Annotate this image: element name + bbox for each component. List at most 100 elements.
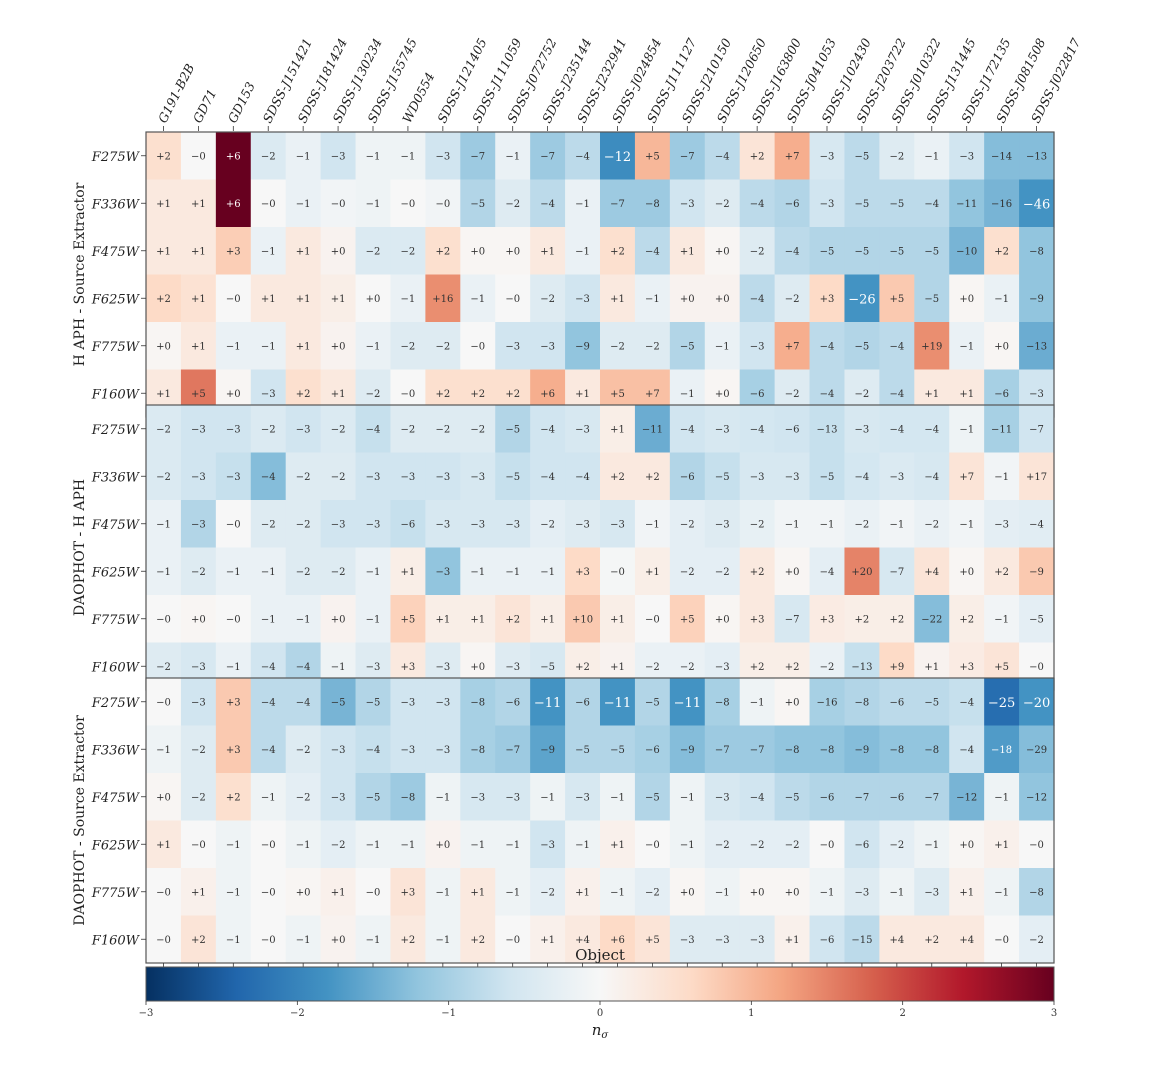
cell-value-1-5-17: +2 <box>750 662 765 673</box>
cell-value-2-4-10: −1 <box>505 887 520 898</box>
heatmap-cell-2-0-6 <box>355 678 392 727</box>
cell-value-2-4-21: −1 <box>889 887 904 898</box>
heatmap-panel-1: −2 −3 −3 −2 −3 −2 −4 −2 −2 −2 −5 −4 −3 +1 −11 −4 −3 −4 −6 −… <box>72 404 1055 695</box>
heatmap-cell-2-5-12 <box>565 915 601 964</box>
cell-value-1-3-8: −3 <box>435 567 450 578</box>
cell-value-1-3-17: +2 <box>750 567 765 578</box>
heatmap-cell-2-2-12 <box>565 773 601 822</box>
cell-value-0-2-3: −1 <box>261 246 276 257</box>
cell-value-1-4-23: +2 <box>959 614 974 625</box>
cell-value-1-0-19: −13 <box>816 424 837 435</box>
panel-label-1: DAOPHOT - H APH <box>72 479 88 616</box>
heatmap-cell-1-0-12 <box>565 405 601 454</box>
heatmap-cell-1-4-25 <box>1019 595 1055 644</box>
cell-value-2-0-17: −1 <box>750 697 765 708</box>
cell-value-0-2-10: +0 <box>505 246 520 257</box>
cell-value-2-4-0: −0 <box>156 887 171 898</box>
heatmap-cell-2-5-8 <box>425 915 461 964</box>
heatmap-cell-2-3-19 <box>809 820 846 869</box>
heatmap-cell-0-4-4 <box>285 322 322 371</box>
heatmap-cell-1-0-23 <box>949 405 985 454</box>
cell-value-2-2-17: −4 <box>750 792 765 803</box>
cell-value-2-2-5: −3 <box>331 792 346 803</box>
heatmap-cell-2-2-1 <box>180 773 217 822</box>
heatmap-cell-0-4-21 <box>879 322 915 371</box>
heatmap-cell-0-2-0 <box>146 227 182 276</box>
heatmap-cell-0-1-2 <box>215 179 252 228</box>
heatmap-cell-0-3-16 <box>704 274 741 323</box>
heatmap-cell-2-3-17 <box>739 820 776 869</box>
heatmap-cell-0-3-3 <box>250 274 287 323</box>
cell-value-2-1-0: −1 <box>156 745 171 756</box>
heatmap-cell-0-3-13 <box>600 274 636 323</box>
cell-value-1-4-15: +5 <box>680 614 695 625</box>
cell-value-2-2-10: −3 <box>505 792 520 803</box>
cell-value-0-3-11: −2 <box>540 294 555 305</box>
cell-value-1-0-21: −4 <box>889 424 904 435</box>
cell-value-0-5-9: +2 <box>470 389 485 400</box>
cell-value-0-2-8: +2 <box>435 246 450 257</box>
cell-value-0-5-14: +7 <box>645 389 660 400</box>
cell-value-2-0-24: −25 <box>988 696 1015 711</box>
cell-value-2-3-19: −0 <box>820 840 835 851</box>
cell-value-0-2-13: +2 <box>610 246 625 257</box>
heatmap-cell-0-1-8 <box>425 179 461 228</box>
cell-value-2-4-25: −8 <box>1029 887 1044 898</box>
panel-label-0: H APH - Source Extractor <box>72 182 88 366</box>
cell-value-1-2-19: −1 <box>820 519 835 530</box>
cell-value-1-3-12: +3 <box>575 567 590 578</box>
heatmap-cell-0-4-13 <box>600 322 636 371</box>
cell-value-0-3-3: +1 <box>261 294 276 305</box>
heatmap-cell-0-2-5 <box>320 227 357 276</box>
heatmap-cell-2-2-2 <box>215 773 252 822</box>
cell-value-1-4-24: −1 <box>994 614 1009 625</box>
cell-value-2-1-2: +3 <box>226 745 241 756</box>
heatmap-cell-0-3-7 <box>390 274 426 323</box>
cell-value-1-3-9: −1 <box>470 567 485 578</box>
heatmap-cell-0-2-9 <box>460 227 496 276</box>
cell-value-0-1-8: −0 <box>435 199 450 210</box>
cell-value-2-5-20: −15 <box>851 935 872 946</box>
cell-value-0-4-11: −3 <box>540 341 555 352</box>
cell-value-2-2-24: −1 <box>994 792 1009 803</box>
cell-value-2-2-11: −1 <box>540 792 555 803</box>
heatmap-cell-0-1-5 <box>320 179 357 228</box>
cell-value-1-3-7: +1 <box>401 567 416 578</box>
cell-value-2-3-17: −2 <box>750 840 765 851</box>
heatmap-cell-0-0-25 <box>1019 132 1055 181</box>
cell-value-1-5-13: +1 <box>610 662 625 673</box>
heatmap-cell-1-3-18 <box>774 547 811 596</box>
cell-value-1-0-25: −7 <box>1029 424 1044 435</box>
cell-value-1-1-24: −1 <box>994 472 1009 483</box>
heatmap-cell-0-3-8 <box>425 274 461 323</box>
cell-value-0-0-23: −3 <box>959 151 974 162</box>
heatmap-cell-0-1-24 <box>984 179 1020 228</box>
heatmap-cell-1-1-18 <box>774 452 811 501</box>
cell-value-2-1-7: −3 <box>401 745 416 756</box>
cell-value-2-1-21: −8 <box>889 745 904 756</box>
heatmap-cell-1-3-15 <box>669 547 706 596</box>
heatmap-cell-0-0-12 <box>565 132 601 181</box>
heatmap-cell-2-5-6 <box>355 915 392 964</box>
heatmap-cell-1-0-17 <box>739 405 776 454</box>
cell-value-2-4-19: −1 <box>820 887 835 898</box>
cell-value-0-2-24: +2 <box>994 246 1009 257</box>
heatmap-cell-0-1-20 <box>844 179 880 228</box>
cell-value-1-1-0: −2 <box>156 472 171 483</box>
cell-value-0-0-12: −4 <box>575 151 590 162</box>
heatmap-cell-1-4-20 <box>844 595 880 644</box>
cell-value-0-3-4: +1 <box>296 294 311 305</box>
heatmap-cell-0-2-12 <box>565 227 601 276</box>
cell-value-2-5-1: +2 <box>191 935 206 946</box>
heatmap-cell-0-0-18 <box>774 132 811 181</box>
heatmap-cell-1-0-2 <box>215 405 252 454</box>
heatmap-cell-1-0-6 <box>355 405 392 454</box>
cell-value-0-5-24: −6 <box>994 389 1009 400</box>
cell-value-1-2-15: −2 <box>680 519 695 530</box>
cell-value-0-1-23: −11 <box>956 199 977 210</box>
heatmap-cell-0-1-9 <box>460 179 496 228</box>
heatmap-cell-2-1-13 <box>600 725 636 774</box>
heatmap-cell-2-3-20 <box>844 820 880 869</box>
cell-value-0-5-0: +1 <box>156 389 171 400</box>
heatmap-cell-1-3-0 <box>146 547 182 596</box>
